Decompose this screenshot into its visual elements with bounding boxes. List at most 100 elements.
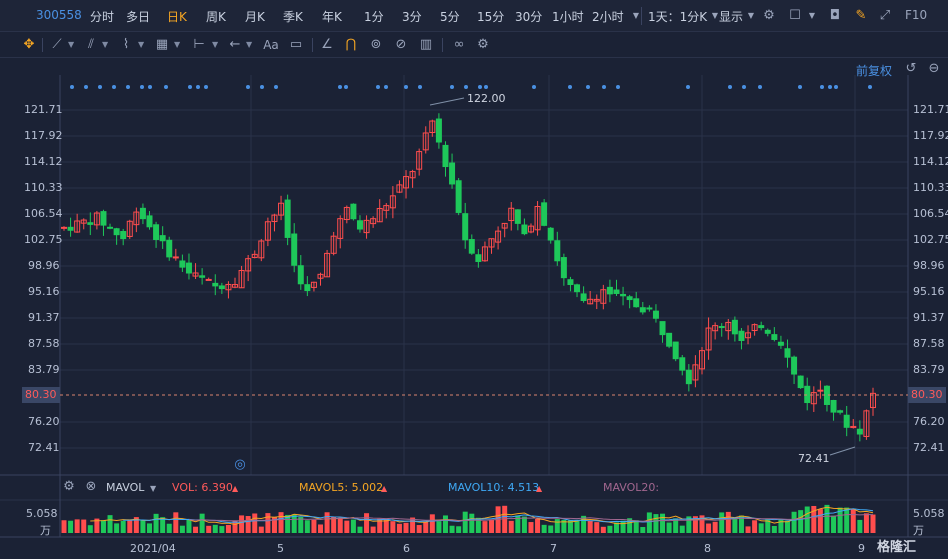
- candle-body: [810, 392, 817, 405]
- period-tab-2hour[interactable]: 2小时: [592, 10, 624, 24]
- channel-tool-icon[interactable]: ⫽: [88, 37, 94, 52]
- period-picker[interactable]: 1天：1分K: [648, 10, 708, 24]
- volume-bar: [68, 520, 74, 533]
- candlestick-series: [61, 113, 876, 442]
- candle-body: [133, 211, 140, 226]
- period-tab-yearly[interactable]: 年K: [322, 10, 342, 24]
- link-icon[interactable]: ∞: [453, 37, 465, 52]
- period-tab-intraday[interactable]: 分时: [90, 10, 115, 24]
- high-price-label: 122.00: [467, 92, 506, 105]
- stock-code[interactable]: 300558: [36, 8, 82, 22]
- event-dot: [98, 85, 102, 89]
- candle-body: [718, 326, 725, 329]
- chevron-down-icon[interactable]: ▼: [632, 11, 640, 20]
- price-tick: 110.33: [913, 181, 948, 194]
- range-tool-icon[interactable]: ⊢: [193, 37, 205, 52]
- minus-circle-icon[interactable]: ⊖: [928, 61, 940, 76]
- magnet-icon[interactable]: ⋂: [345, 37, 357, 52]
- event-dot: [484, 85, 488, 89]
- candle-body: [593, 298, 600, 302]
- event-marker-icon[interactable]: ◎: [234, 457, 246, 472]
- checkbox-icon[interactable]: ☐: [789, 8, 801, 23]
- adjust-mode-button[interactable]: 前复权: [856, 64, 893, 78]
- date-tick: 6: [403, 542, 410, 555]
- chevron-down-icon[interactable]: ▼: [212, 40, 219, 49]
- volume-bar: [193, 526, 199, 533]
- chevron-down-icon[interactable]: ▼: [68, 40, 75, 49]
- period-tab-30min[interactable]: 30分: [515, 10, 543, 24]
- volume-bar: [74, 519, 80, 533]
- chevron-down-icon[interactable]: ▼: [711, 11, 719, 20]
- period-tab-1hour[interactable]: 1小时: [552, 10, 584, 24]
- period-tab-multiday[interactable]: 多日: [126, 10, 151, 24]
- settings-icon[interactable]: ⚙: [477, 37, 489, 52]
- volume-bar: [535, 518, 541, 533]
- chevron-down-icon[interactable]: ▼: [747, 11, 755, 20]
- candle-body: [225, 283, 232, 291]
- period-tab-15min[interactable]: 15分: [477, 10, 505, 24]
- gear-icon[interactable]: ⚙: [63, 479, 75, 494]
- candle-body: [383, 205, 390, 211]
- candle-body: [600, 289, 607, 304]
- indicator-name[interactable]: MAVOL: [106, 481, 145, 494]
- volume-bar: [278, 512, 284, 533]
- arrow-tool-icon[interactable]: ←: [229, 37, 241, 52]
- event-dot: [246, 85, 250, 89]
- period-tab-quarterly[interactable]: 季K: [283, 10, 303, 24]
- line-tool-icon[interactable]: ⟋: [52, 37, 62, 52]
- comment-icon[interactable]: ▭: [289, 37, 303, 52]
- camera-icon[interactable]: ◘: [829, 8, 841, 23]
- fullscreen-icon[interactable]: ⤢: [879, 8, 891, 23]
- lock-icon[interactable]: ⊚: [370, 37, 382, 52]
- period-tab-daily[interactable]: 日K: [167, 10, 187, 24]
- gear-icon[interactable]: ⚙: [763, 8, 775, 23]
- candle-body: [574, 284, 581, 293]
- chevron-down-icon[interactable]: ▼: [150, 484, 157, 493]
- wave-tool-icon[interactable]: ⌇: [122, 37, 130, 52]
- volume-bar: [311, 519, 317, 533]
- volume-bar: [660, 513, 666, 533]
- volume-bar: [784, 520, 790, 533]
- candle-body: [100, 211, 107, 226]
- chevron-down-icon[interactable]: ▼: [138, 40, 145, 49]
- candle-body: [758, 325, 765, 329]
- chevron-down-icon[interactable]: ▼: [174, 40, 181, 49]
- hide-icon[interactable]: ⊘: [395, 37, 407, 52]
- volume-bar: [508, 520, 514, 533]
- fibonacci-tool-icon[interactable]: ▦: [155, 37, 169, 52]
- chevron-down-icon[interactable]: ▼: [246, 40, 253, 49]
- chevron-down-icon[interactable]: ▼: [808, 11, 816, 20]
- volume-bar: [120, 520, 126, 533]
- pencil-icon[interactable]: ✎: [855, 8, 867, 23]
- price-tick: 121.71: [24, 103, 63, 116]
- chevron-down-icon[interactable]: ▼: [102, 40, 109, 49]
- display-menu[interactable]: 显示: [719, 10, 744, 24]
- candle-body: [850, 425, 857, 429]
- candle-body: [587, 298, 594, 305]
- volume-bar: [219, 526, 225, 533]
- period-tab-monthly[interactable]: 月K: [245, 10, 265, 24]
- f10-button[interactable]: F10: [905, 8, 928, 22]
- period-tab-3min[interactable]: 3分: [402, 10, 422, 24]
- ruler-icon[interactable]: ∠: [321, 37, 333, 52]
- candle-body: [698, 350, 705, 370]
- reset-icon[interactable]: ↺: [905, 61, 917, 76]
- trash-icon[interactable]: ▥: [419, 37, 433, 52]
- drawing-toolbar: [0, 32, 948, 58]
- text-tool-icon[interactable]: Aa: [263, 38, 279, 52]
- candle-body: [475, 254, 482, 262]
- period-tab-weekly[interactable]: 周K: [206, 10, 226, 24]
- event-dot: [140, 85, 144, 89]
- crosshair-move-icon[interactable]: ✥: [23, 37, 35, 52]
- period-tab-1min[interactable]: 1分: [364, 10, 384, 24]
- mavol5-line: [90, 506, 874, 526]
- toolbar-divider: [442, 38, 443, 52]
- close-icon[interactable]: ⊗: [85, 479, 97, 494]
- volume-bar: [81, 519, 87, 533]
- candle-body: [278, 202, 285, 216]
- candle-body: [771, 334, 778, 340]
- volume-bar: [831, 515, 837, 533]
- candle-body: [166, 239, 173, 258]
- period-tab-5min[interactable]: 5分: [440, 10, 460, 24]
